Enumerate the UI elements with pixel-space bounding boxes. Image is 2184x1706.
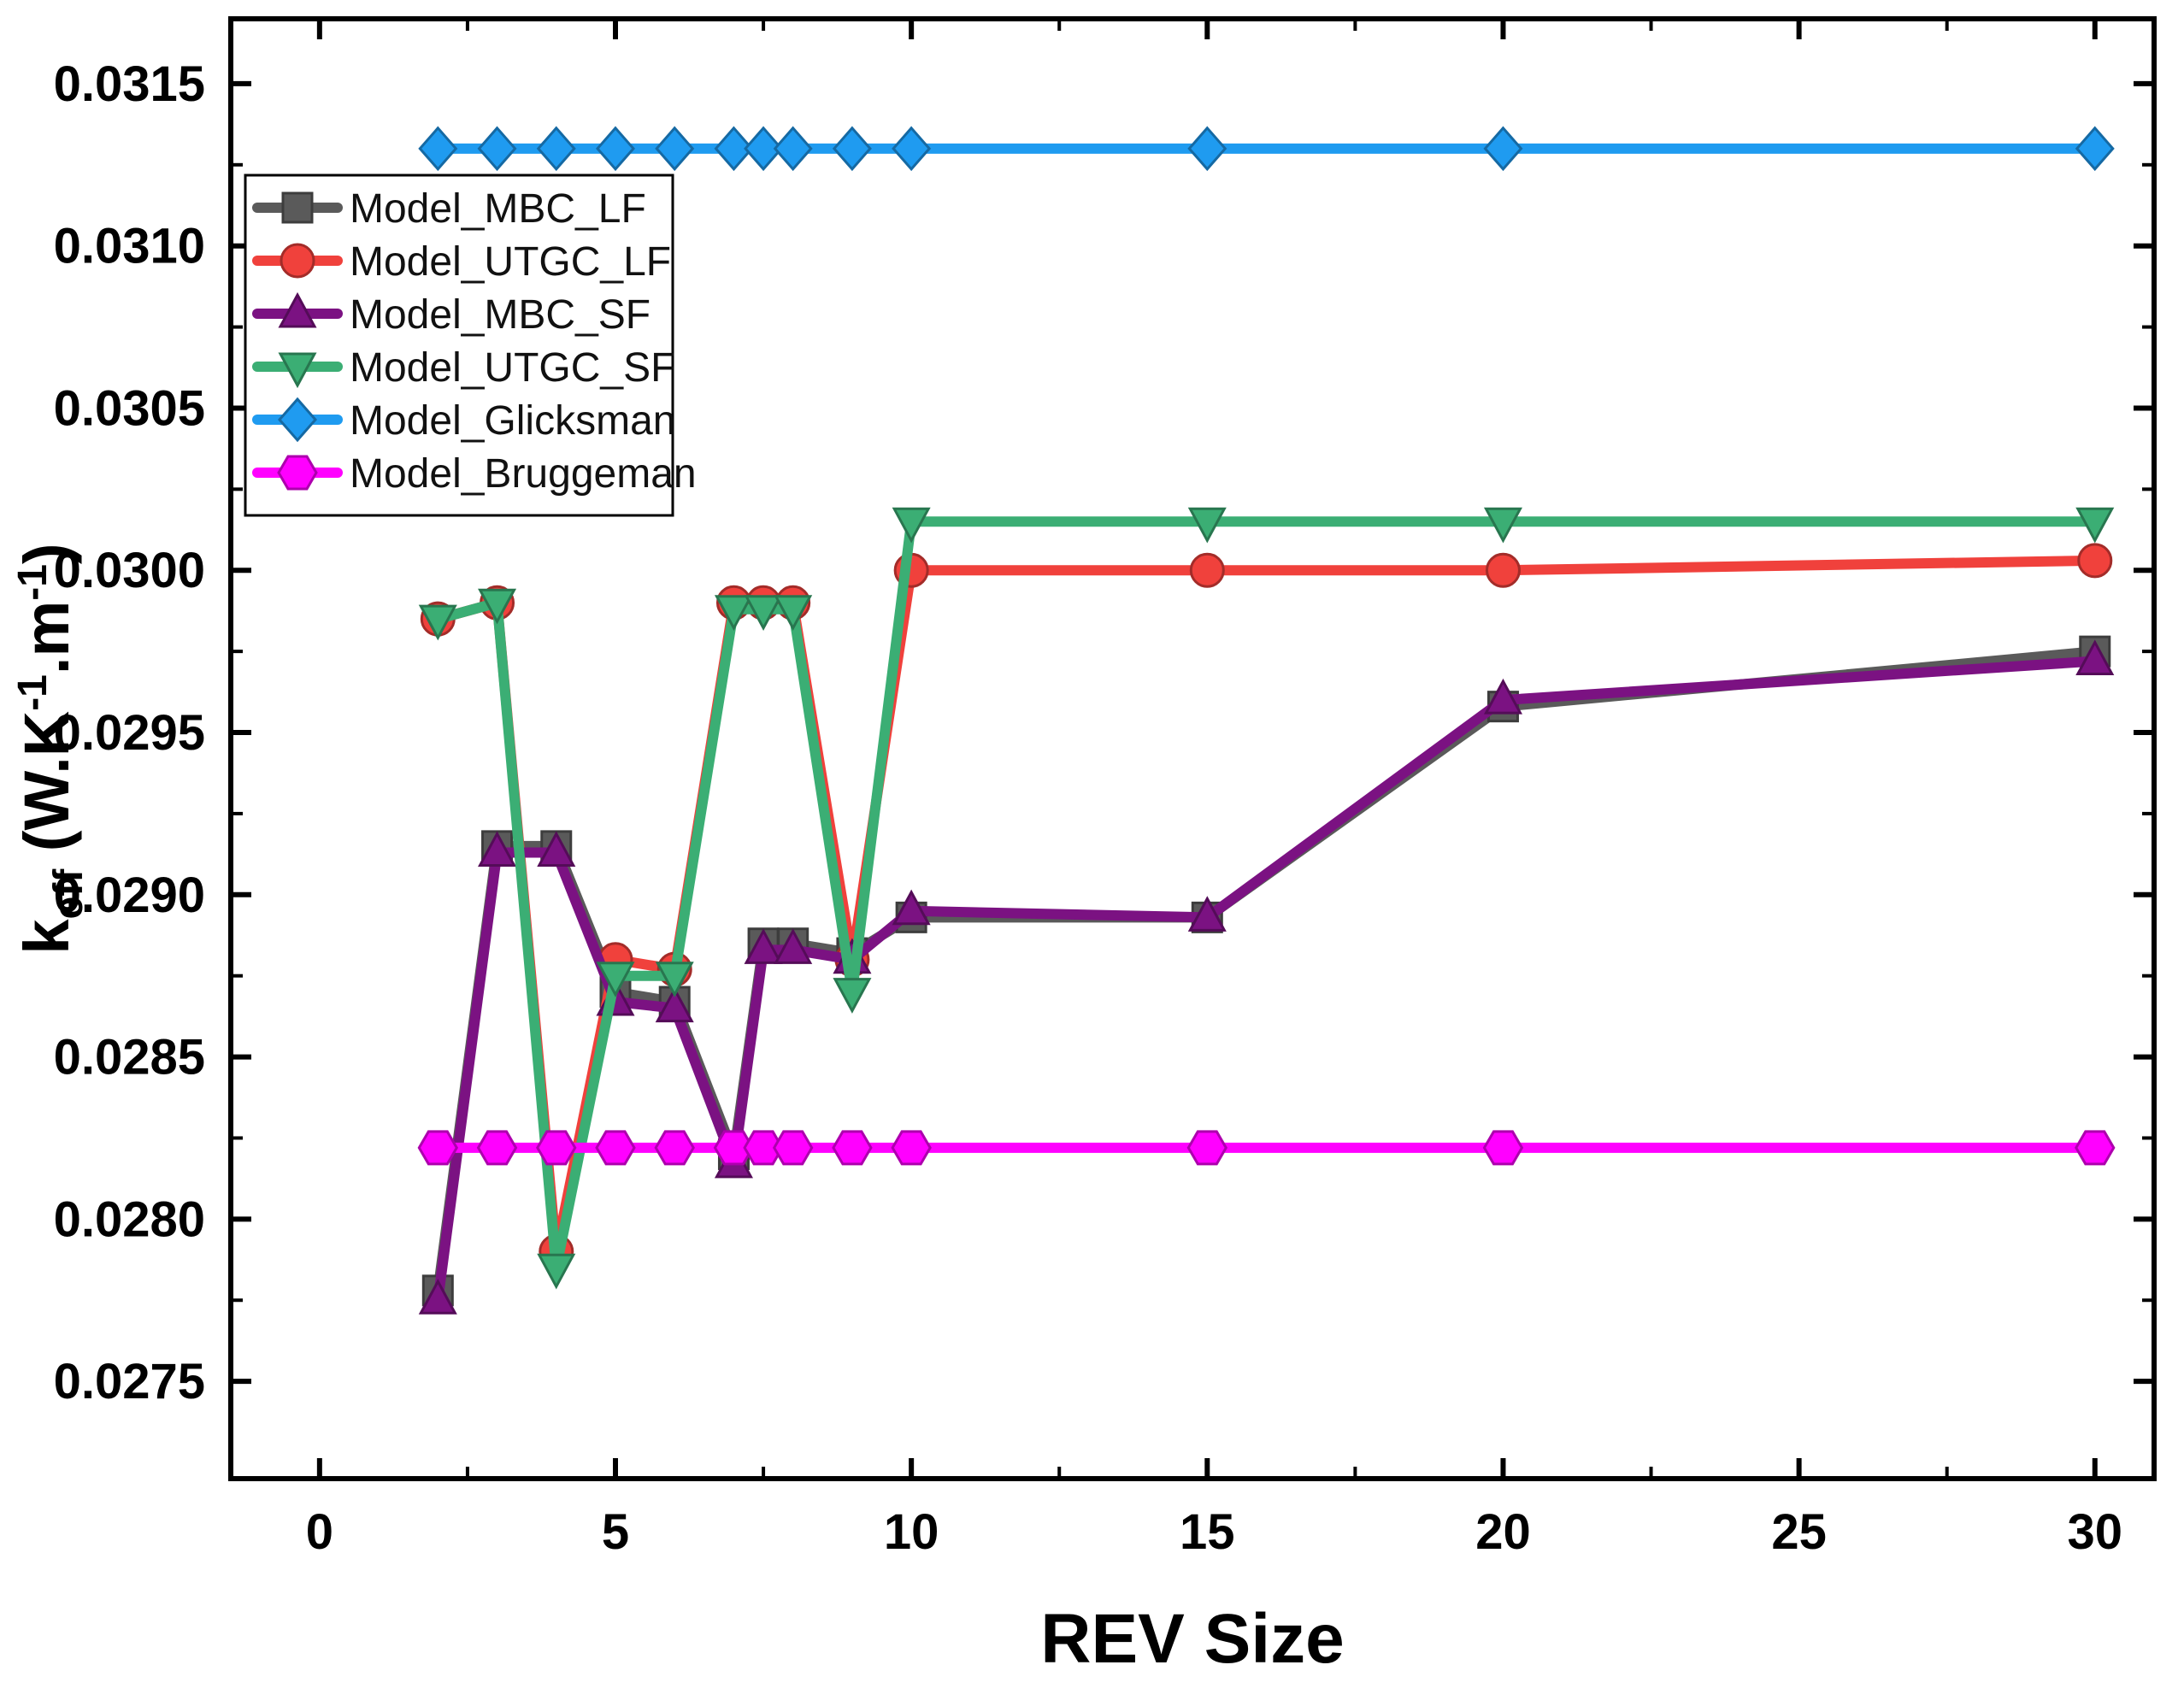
- data-point-square-marker: [281, 191, 314, 224]
- data-point-hexagon-marker: [595, 1130, 636, 1166]
- x-tick-label: 0: [306, 1504, 333, 1560]
- data-point-triangle-down-marker: [714, 595, 753, 631]
- data-point-hexagon-marker: [891, 1130, 932, 1166]
- y-tick-label: 0.0285: [54, 1030, 205, 1085]
- data-point-triangle-up-marker: [892, 889, 931, 926]
- data-point-diamond-marker: [1187, 126, 1227, 172]
- data-point-triangle-down-marker: [2075, 507, 2115, 544]
- data-point-hexagon-marker: [654, 1130, 695, 1166]
- data-point-triangle-down-marker: [278, 352, 317, 389]
- data-point-triangle-down-marker: [655, 962, 694, 997]
- data-point-circle-marker: [1485, 552, 1521, 588]
- data-point-triangle-down-marker: [418, 604, 457, 641]
- data-point-triangle-up-marker: [418, 1279, 457, 1315]
- y-tick-label: 0.0305: [54, 380, 205, 436]
- y-tick-label: 0.0280: [54, 1191, 205, 1247]
- data-point-diamond-marker: [418, 126, 458, 172]
- data-point-triangle-up-marker: [1187, 896, 1227, 932]
- data-point-triangle-up-marker: [655, 986, 694, 1023]
- data-point-triangle-down-marker: [478, 588, 517, 625]
- x-tick-label: 10: [884, 1504, 939, 1560]
- y-tick-label: 0.0315: [54, 56, 205, 112]
- data-point-diamond-marker: [536, 126, 576, 172]
- data-point-triangle-down-marker: [833, 978, 872, 1014]
- data-point-hexagon-marker: [417, 1130, 459, 1166]
- data-point-diamond-marker: [832, 126, 872, 172]
- data-point-triangle-down-marker: [744, 595, 783, 631]
- y-tick-label: 0.0295: [54, 705, 205, 761]
- data-point-diamond-marker: [477, 126, 517, 172]
- legend-label: Model_UTGC_LF: [350, 239, 671, 285]
- data-point-hexagon-marker: [536, 1130, 577, 1166]
- legend-box: [244, 174, 674, 517]
- y-tick-label: 0.0275: [54, 1354, 205, 1409]
- data-point-triangle-up-marker: [744, 928, 783, 964]
- data-point-triangle-down-marker: [537, 1253, 576, 1290]
- data-point-diamond-marker: [744, 126, 784, 172]
- data-point-hexagon-marker: [713, 1130, 755, 1166]
- data-point-triangle-up-marker: [774, 928, 813, 964]
- legend-label: Model_UTGC_SF: [350, 345, 675, 391]
- data-point-hexagon-marker: [277, 455, 318, 491]
- legend-label: Model_Glicksman: [350, 398, 675, 444]
- data-point-hexagon-marker: [2075, 1130, 2116, 1166]
- data-point-triangle-up-marker: [2075, 639, 2115, 676]
- data-point-triangle-up-marker: [478, 831, 517, 867]
- legend-item-Model_UTGC_SF: Model_UTGC_SF: [252, 345, 675, 391]
- data-point-circle-marker: [2077, 543, 2113, 579]
- x-tick-label: 30: [2068, 1504, 2123, 1560]
- legend: Model_MBC_LF Model_UTGC_LF Model_MBC_SF Mod…: [244, 174, 697, 517]
- x-axis-title: REV Size: [1040, 1600, 1344, 1678]
- series-Model_Glicksman: [418, 126, 2115, 172]
- legend-item-Model_UTGC_LF: Model_UTGC_LF: [252, 239, 671, 285]
- data-point-hexagon-marker: [1186, 1130, 1228, 1166]
- data-point-hexagon-marker: [1482, 1130, 1524, 1166]
- x-axis: 0 5 10 15 20 25 30: [306, 19, 2122, 1560]
- legend-item-Model_MBC_SF: Model_MBC_SF: [252, 291, 650, 338]
- data-point-diamond-marker: [714, 126, 754, 172]
- data-point-hexagon-marker: [772, 1130, 814, 1166]
- data-point-triangle-up-marker: [537, 831, 576, 867]
- x-tick-label: 20: [1475, 1504, 1531, 1560]
- data-point-circle-marker: [1189, 552, 1225, 588]
- data-point-diamond-marker: [1483, 126, 1523, 172]
- x-tick-label: 25: [1771, 1504, 1827, 1560]
- series-Model_Bruggeman: [417, 1130, 2116, 1166]
- series-Model_UTGC_SF: [418, 507, 2115, 1290]
- y-axis-title: keff (W.K-1.m-1): [10, 543, 91, 954]
- data-point-diamond-marker: [655, 126, 695, 172]
- data-point-triangle-down-marker: [1483, 507, 1522, 544]
- data-point-triangle-down-marker: [596, 962, 635, 997]
- legend-label: Model_MBC_SF: [350, 292, 650, 338]
- y-axis: 0.0275 0.0280 0.0285 0.0290 0.0295 0.0300 0.03…: [54, 56, 2154, 1409]
- legend-item-Model_Glicksman: Model_Glicksman: [252, 397, 675, 444]
- legend-label: Model_MBC_LF: [350, 186, 646, 232]
- data-point-triangle-down-marker: [892, 507, 931, 544]
- data-point-diamond-marker: [596, 126, 635, 172]
- y-tick-label: 0.0300: [54, 543, 205, 598]
- legend-item-Model_MBC_LF: Model_MBC_LF: [252, 186, 646, 232]
- y-tick-label: 0.0310: [54, 219, 205, 274]
- x-tick-label: 15: [1180, 1504, 1235, 1560]
- x-tick-label: 5: [602, 1504, 629, 1560]
- data-point-hexagon-marker: [476, 1130, 518, 1166]
- data-point-diamond-marker: [892, 126, 932, 172]
- legend-label: Model_Bruggeman: [350, 451, 697, 497]
- data-point-triangle-down-marker: [1187, 507, 1227, 544]
- data-point-diamond-marker: [2075, 126, 2115, 172]
- data-point-diamond-marker: [278, 397, 317, 443]
- data-point-triangle-up-marker: [1483, 678, 1522, 715]
- data-point-triangle-down-marker: [774, 595, 813, 631]
- data-point-diamond-marker: [773, 126, 813, 172]
- y-tick-label: 0.0290: [54, 868, 205, 923]
- data-point-hexagon-marker: [832, 1130, 873, 1166]
- data-point-triangle-up-marker: [278, 291, 317, 328]
- data-point-circle-marker: [280, 243, 315, 279]
- legend-item-Model_Bruggeman: Model_Bruggeman: [252, 451, 697, 497]
- data-point-hexagon-marker: [743, 1130, 784, 1166]
